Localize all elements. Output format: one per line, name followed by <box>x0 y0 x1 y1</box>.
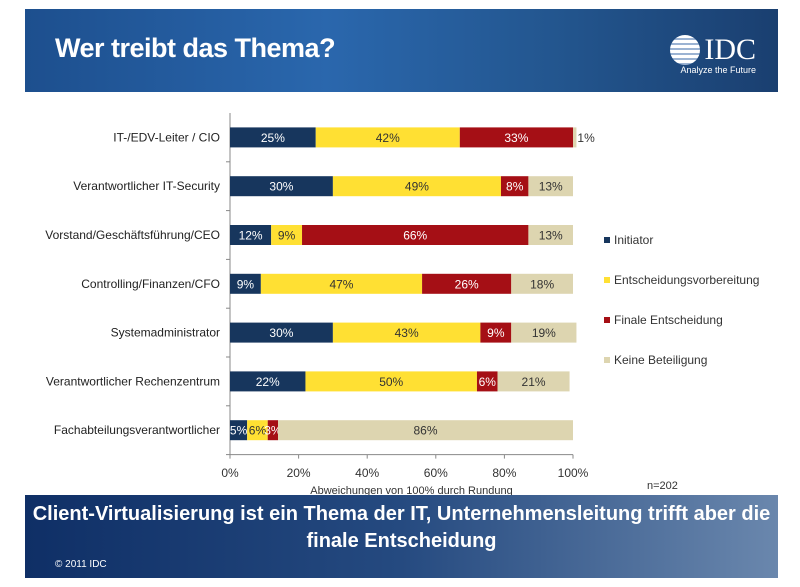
bar-segment <box>278 420 573 441</box>
bar-segment <box>271 225 303 245</box>
data-label: 8% <box>506 180 524 194</box>
x-tick-label: 80% <box>492 466 516 480</box>
data-label: 9% <box>237 277 255 291</box>
data-label: 5% <box>230 424 248 438</box>
category-label: Fachabteilungsverantwortlicher <box>54 423 220 437</box>
bar-segment <box>230 322 333 343</box>
x-tick-label: 20% <box>287 466 311 480</box>
bar-segment <box>315 127 460 148</box>
bar-segment <box>497 371 570 392</box>
category-label: Controlling/Finanzen/CFO <box>81 277 220 291</box>
data-label: 30% <box>269 180 293 194</box>
bar-segment <box>332 322 481 343</box>
legend-label: Finale Entscheidung <box>614 313 723 327</box>
data-label: 26% <box>455 277 479 291</box>
data-label: 22% <box>256 375 280 389</box>
copyright: © 2011 IDC <box>55 559 107 570</box>
x-tick-label: 0% <box>221 466 239 480</box>
data-label: 25% <box>261 131 285 145</box>
bar-segment <box>230 273 261 294</box>
logo-text: IDC <box>704 33 756 66</box>
stacked-bar-chart: IT-/EDV-Leiter / CIO 25% 42% 33% 1% Verantwor… <box>45 113 759 497</box>
bar-segment <box>230 371 306 392</box>
category-label: Verantwortlicher IT-Security <box>73 179 220 193</box>
bar-segment <box>260 273 423 294</box>
conclusion-banner: Client-Virtualisierung ist ein Thema der… <box>25 495 778 578</box>
legend-label: Keine Beteiligung <box>614 353 707 367</box>
bar-segment <box>528 225 573 245</box>
logo-tagline: Analyze the Future <box>680 65 756 75</box>
data-label: 6% <box>249 424 267 438</box>
bar-segment <box>230 176 333 197</box>
data-label: 30% <box>269 326 293 340</box>
data-label: 1% <box>577 131 595 145</box>
sample-size-annotation: n=202 <box>647 480 678 492</box>
x-tick-label: 40% <box>355 466 379 480</box>
bar-segment <box>230 127 316 148</box>
bar-segment <box>422 273 512 294</box>
data-label: 86% <box>413 424 437 438</box>
legend-label: Entscheidungsvorbereitung <box>614 273 759 287</box>
category-label: IT-/EDV-Leiter / CIO <box>113 130 220 144</box>
bar-segment <box>528 176 573 197</box>
legend-swatch <box>604 317 610 323</box>
page-title: Wer treibt das Thema? <box>55 33 336 63</box>
bar-segment <box>511 322 577 343</box>
data-label: 43% <box>395 326 419 340</box>
category-label: Verantwortlicher Rechenzentrum <box>46 374 220 388</box>
data-label: 3% <box>264 424 282 438</box>
legend-label: Initiator <box>614 233 653 247</box>
data-label: 50% <box>379 375 403 389</box>
bar-segment <box>459 127 573 148</box>
bar-segment <box>305 371 477 392</box>
bar-segment <box>230 420 248 441</box>
data-label: 6% <box>479 375 497 389</box>
bar-segment <box>230 225 272 245</box>
data-label: 21% <box>522 375 546 389</box>
data-label: 66% <box>403 229 427 243</box>
legend-swatch <box>604 277 610 283</box>
data-label: 47% <box>329 277 353 291</box>
bar-segment <box>332 176 501 197</box>
globe-icon <box>670 35 701 65</box>
legend-swatch <box>604 237 610 243</box>
data-label: 42% <box>376 131 400 145</box>
bar-segment <box>302 225 529 245</box>
data-label: 9% <box>487 326 505 340</box>
header-banner: Wer treibt das Thema? IDC Analyze the Fu… <box>25 9 778 92</box>
data-label: 13% <box>539 180 563 194</box>
bar-segment <box>476 371 498 392</box>
x-axis-label: Abweichungen von 100% durch Rundung <box>310 485 512 497</box>
conclusion-text: Client-Virtualisierung ist ein Thema der… <box>32 503 771 552</box>
data-label: 18% <box>530 277 554 291</box>
bar-segment <box>511 273 573 294</box>
category-label: Systemadministrator <box>111 326 220 340</box>
data-label: 49% <box>405 180 429 194</box>
data-label: 19% <box>532 326 556 340</box>
bar-segment <box>480 322 512 343</box>
data-label: 9% <box>278 229 296 243</box>
legend-swatch <box>604 357 610 363</box>
x-tick-label: 100% <box>558 466 589 480</box>
bar-segment <box>573 127 577 148</box>
bar-segment <box>500 176 529 197</box>
category-label: Vorstand/Geschäftsführung/CEO <box>45 228 220 242</box>
data-label: 33% <box>504 131 528 145</box>
bar-segment <box>247 420 268 441</box>
data-label: 12% <box>239 229 263 243</box>
bar-segment <box>267 420 279 441</box>
idc-logo: IDC Analyze the Future <box>670 33 756 75</box>
x-tick-label: 60% <box>424 466 448 480</box>
data-label: 13% <box>539 229 563 243</box>
